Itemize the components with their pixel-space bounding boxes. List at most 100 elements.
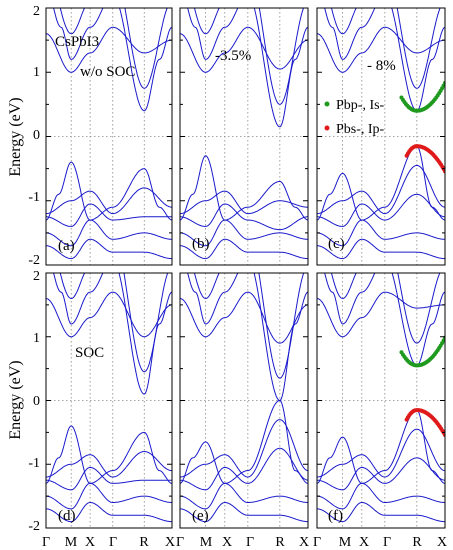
annotation-soc: SOC: [75, 345, 104, 361]
ytick-label: 1: [33, 331, 40, 346]
band-line: [317, 457, 445, 491]
frame-layer: [45, 7, 446, 529]
band-line: [46, 502, 172, 523]
band-line: [317, 238, 445, 260]
ytick-label: -2: [28, 253, 40, 268]
band-line: [180, 26, 308, 73]
band-line: [59, 273, 169, 373]
band-line: [330, 273, 441, 344]
band-line: [317, 409, 445, 484]
panel-label-e: (e): [192, 508, 209, 524]
band-line: [180, 447, 308, 491]
ytick-label: -2: [28, 519, 40, 534]
band-line: [53, 273, 172, 395]
kpoint-label: Γ: [313, 535, 321, 550]
cb-projection-point: [441, 83, 445, 88]
panel-label-f: (f): [328, 508, 343, 524]
kpoint-label: X: [299, 535, 309, 550]
ytick-label: 2: [33, 4, 40, 19]
band-line: [46, 238, 172, 260]
ytick-label: 0: [33, 394, 40, 409]
band-line: [317, 193, 445, 227]
band-line: [46, 219, 172, 247]
band-line: [317, 291, 445, 338]
panel-bands: [180, 8, 308, 260]
band-line: [317, 428, 445, 478]
band-line: [46, 466, 172, 491]
band-line: [330, 8, 441, 89]
kpoint-label: Γ: [42, 535, 50, 550]
kpoint-label: X: [85, 535, 95, 550]
band-line: [180, 190, 308, 215]
kpoint-label: R: [275, 535, 285, 550]
band-line: [180, 502, 308, 523]
band-line: [317, 164, 445, 215]
panel-frame: [45, 272, 173, 529]
kpoint-label: M: [339, 535, 352, 550]
band-line: [324, 273, 445, 366]
band-line: [46, 187, 172, 215]
band-line: [180, 219, 308, 247]
band-line: [180, 238, 308, 260]
y-axis-label-top: Energy (eV): [7, 97, 24, 176]
y-axis-label-bottom: Energy (eV): [7, 360, 24, 439]
band-line: [193, 273, 305, 379]
ytick-label: 1: [33, 65, 40, 80]
band-line: [180, 482, 308, 510]
legend-marker-green: [324, 101, 330, 107]
ytick-label: 0: [33, 128, 40, 143]
ytick-label: -1: [28, 456, 40, 471]
band-line: [59, 8, 168, 89]
kpoint-label: Γ: [109, 535, 117, 550]
band-line: [46, 26, 172, 73]
band-line: [317, 482, 445, 510]
legend-label-red: Pbs-, Ip-: [336, 122, 385, 137]
band-line: [46, 161, 172, 221]
panel-bands: [317, 273, 445, 523]
band-line: [46, 291, 172, 338]
band-line: [187, 8, 308, 128]
panel-label-a: (a): [58, 238, 75, 254]
panel-label-d: (d): [58, 508, 76, 524]
band-line: [317, 26, 445, 73]
band-line: [317, 219, 445, 247]
band-line: [180, 155, 308, 221]
band-layer: [46, 8, 445, 523]
panel-bands: [46, 273, 172, 523]
legend-label-green: Pbp-, Is-: [336, 98, 385, 113]
annotation-strain-c: - 8%: [367, 58, 396, 74]
panel-bands: [46, 8, 172, 260]
ytick-label: 2: [33, 269, 40, 284]
annotation-strain-b: -3.5%: [215, 48, 251, 64]
kpoint-label: Γ: [246, 535, 254, 550]
band-line: [46, 482, 172, 510]
kpoint-label: X: [359, 535, 369, 550]
band-line: [180, 419, 308, 478]
kpoint-label: R: [139, 535, 149, 550]
kpoint-label: Γ: [176, 535, 184, 550]
band-line: [180, 399, 308, 484]
panel-bands: [180, 273, 308, 523]
band-line: [193, 8, 305, 105]
kpoint-label: X: [222, 535, 232, 550]
kpoint-label: Γ: [383, 535, 391, 550]
band-line: [187, 273, 308, 402]
panel-label-b: (b): [192, 236, 210, 252]
band-line: [53, 8, 172, 112]
legend-marker-red: [324, 125, 330, 131]
kpoint-label: M: [200, 535, 213, 550]
grid-layer: [46, 8, 445, 528]
band-line: [46, 425, 172, 484]
band-line: [46, 451, 172, 478]
band-line: [46, 203, 172, 227]
band-line: [317, 502, 445, 523]
band-line: [324, 8, 445, 112]
band-line: [317, 145, 445, 221]
ytick-label: -1: [28, 190, 40, 205]
kpoint-label: M: [65, 535, 78, 550]
panel-bands: [317, 8, 445, 260]
kpoint-label: X: [437, 535, 447, 550]
band-line: [180, 203, 308, 231]
annotation-material: CsPbI3: [55, 34, 99, 50]
